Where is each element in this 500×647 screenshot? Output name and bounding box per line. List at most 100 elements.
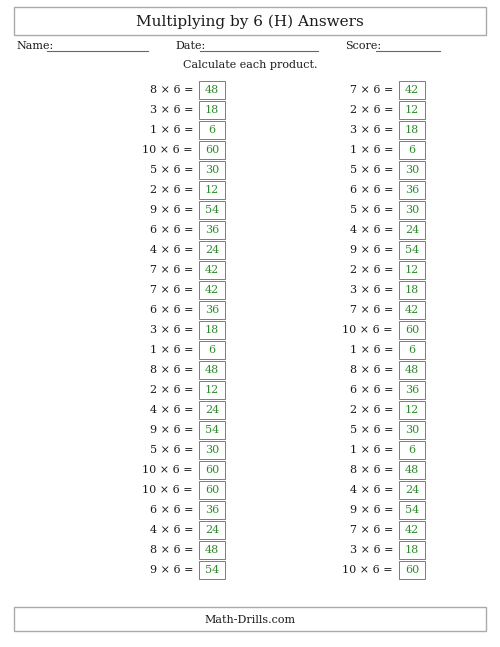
Text: 7 × 6 =: 7 × 6 =: [350, 525, 393, 535]
Text: 2 × 6 =: 2 × 6 =: [150, 385, 193, 395]
Text: 60: 60: [205, 465, 219, 475]
Text: 54: 54: [405, 245, 419, 255]
Text: 4 × 6 =: 4 × 6 =: [150, 245, 193, 255]
Bar: [399, 381, 425, 399]
Bar: [199, 181, 225, 199]
Text: 12: 12: [205, 185, 219, 195]
Bar: [399, 401, 425, 419]
Text: 5 × 6 =: 5 × 6 =: [150, 445, 193, 455]
Bar: [199, 322, 225, 339]
Text: 9 × 6 =: 9 × 6 =: [150, 205, 193, 215]
Bar: [399, 461, 425, 479]
Bar: [199, 542, 225, 559]
Text: 30: 30: [205, 165, 219, 175]
Text: 24: 24: [205, 405, 219, 415]
Text: 8 × 6 =: 8 × 6 =: [150, 85, 193, 95]
Text: 6: 6: [208, 345, 216, 355]
Bar: [399, 101, 425, 119]
Bar: [199, 501, 225, 519]
Text: 48: 48: [405, 465, 419, 475]
Text: 1 × 6 =: 1 × 6 =: [150, 345, 193, 355]
Text: 18: 18: [405, 125, 419, 135]
Bar: [399, 421, 425, 439]
Bar: [199, 561, 225, 579]
Bar: [14, 7, 486, 35]
Text: 36: 36: [205, 225, 219, 235]
Text: 7 × 6 =: 7 × 6 =: [350, 85, 393, 95]
Text: 5 × 6 =: 5 × 6 =: [350, 165, 393, 175]
Text: 6 × 6 =: 6 × 6 =: [150, 305, 193, 315]
Text: 7 × 6 =: 7 × 6 =: [350, 305, 393, 315]
Text: Name:: Name:: [16, 41, 53, 51]
Text: 42: 42: [205, 285, 219, 295]
Text: 2 × 6 =: 2 × 6 =: [350, 405, 393, 415]
Text: 60: 60: [405, 325, 419, 335]
Text: 2 × 6 =: 2 × 6 =: [350, 265, 393, 275]
Text: 36: 36: [205, 305, 219, 315]
Text: 4 × 6 =: 4 × 6 =: [350, 485, 393, 495]
Text: 9 × 6 =: 9 × 6 =: [150, 565, 193, 575]
Bar: [199, 461, 225, 479]
Bar: [399, 561, 425, 579]
Text: 8 × 6 =: 8 × 6 =: [150, 545, 193, 555]
Text: 5 × 6 =: 5 × 6 =: [350, 425, 393, 435]
Bar: [399, 521, 425, 539]
Bar: [199, 481, 225, 499]
Bar: [199, 302, 225, 319]
Text: 3 × 6 =: 3 × 6 =: [150, 105, 193, 115]
Text: 30: 30: [405, 425, 419, 435]
Text: 48: 48: [205, 365, 219, 375]
Text: 6: 6: [408, 145, 416, 155]
Bar: [199, 381, 225, 399]
Text: 6: 6: [408, 445, 416, 455]
Text: 42: 42: [405, 525, 419, 535]
Text: 48: 48: [405, 365, 419, 375]
Bar: [199, 241, 225, 259]
Text: 1 × 6 =: 1 × 6 =: [150, 125, 193, 135]
Text: 5 × 6 =: 5 × 6 =: [150, 165, 193, 175]
Text: 6: 6: [408, 345, 416, 355]
Bar: [399, 281, 425, 299]
Text: 8 × 6 =: 8 × 6 =: [350, 365, 393, 375]
Text: 10 × 6 =: 10 × 6 =: [342, 565, 393, 575]
Text: 48: 48: [205, 545, 219, 555]
Bar: [199, 281, 225, 299]
Text: 1 × 6 =: 1 × 6 =: [350, 445, 393, 455]
Text: 10 × 6 =: 10 × 6 =: [342, 325, 393, 335]
Bar: [399, 241, 425, 259]
Text: 2 × 6 =: 2 × 6 =: [150, 185, 193, 195]
Text: 30: 30: [205, 445, 219, 455]
Text: 24: 24: [405, 225, 419, 235]
Bar: [199, 82, 225, 99]
Text: 9 × 6 =: 9 × 6 =: [350, 505, 393, 515]
Text: 48: 48: [205, 85, 219, 95]
Bar: [399, 542, 425, 559]
Text: 7 × 6 =: 7 × 6 =: [150, 285, 193, 295]
Text: 1 × 6 =: 1 × 6 =: [350, 345, 393, 355]
Text: 60: 60: [205, 485, 219, 495]
Text: 24: 24: [205, 245, 219, 255]
Text: 2 × 6 =: 2 × 6 =: [350, 105, 393, 115]
Text: 6 × 6 =: 6 × 6 =: [350, 185, 393, 195]
Text: 8 × 6 =: 8 × 6 =: [350, 465, 393, 475]
Text: 9 × 6 =: 9 × 6 =: [350, 245, 393, 255]
Bar: [399, 261, 425, 279]
Text: 24: 24: [205, 525, 219, 535]
Text: 6 × 6 =: 6 × 6 =: [350, 385, 393, 395]
Bar: [199, 361, 225, 378]
Bar: [199, 141, 225, 159]
Bar: [399, 501, 425, 519]
Text: 18: 18: [205, 325, 219, 335]
Bar: [199, 261, 225, 279]
Bar: [199, 421, 225, 439]
Text: 42: 42: [205, 265, 219, 275]
Text: 7 × 6 =: 7 × 6 =: [150, 265, 193, 275]
Text: 54: 54: [405, 505, 419, 515]
Bar: [399, 121, 425, 138]
Bar: [399, 322, 425, 339]
Text: 18: 18: [405, 285, 419, 295]
Text: 8 × 6 =: 8 × 6 =: [150, 365, 193, 375]
Text: 12: 12: [405, 265, 419, 275]
Text: 3 × 6 =: 3 × 6 =: [350, 125, 393, 135]
Text: 54: 54: [205, 205, 219, 215]
